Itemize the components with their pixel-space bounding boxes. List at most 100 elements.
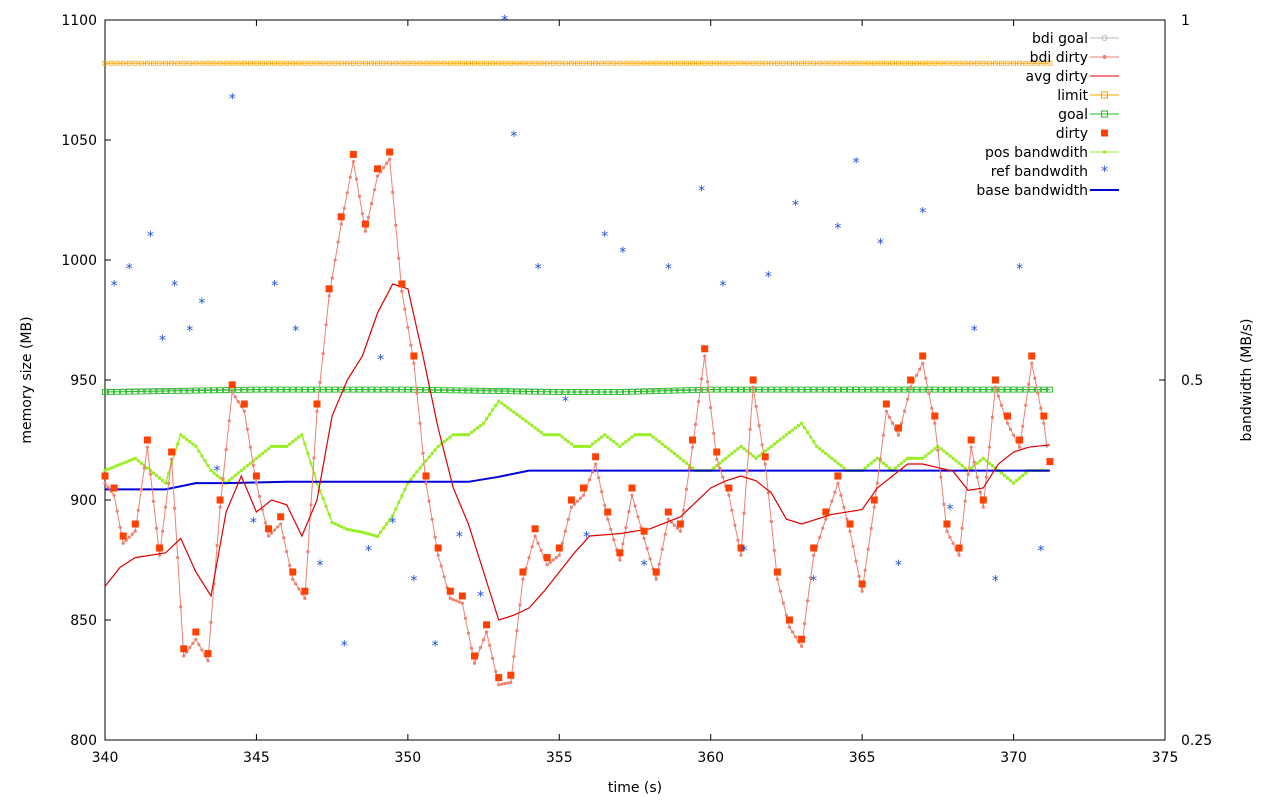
limit-marker	[157, 60, 162, 66]
dirty-marker	[543, 554, 551, 562]
limit-marker	[241, 60, 247, 66]
limit-marker	[151, 60, 156, 66]
limit-marker	[781, 60, 786, 66]
limit-marker	[890, 60, 895, 66]
limit-marker	[120, 60, 126, 66]
ref-bandwidth-marker: *	[853, 156, 860, 172]
dirty-marker	[192, 628, 200, 636]
limit-marker	[829, 60, 835, 66]
limit-marker	[229, 60, 235, 66]
limit-marker	[738, 60, 744, 66]
ref-bandwidth-marker: *	[535, 261, 542, 277]
ref-bandwidth-marker: *	[698, 184, 705, 200]
dirty-marker	[422, 472, 430, 480]
limit-marker	[774, 60, 780, 66]
ref-bandwidth-marker: *	[741, 544, 748, 560]
limit-marker	[375, 60, 380, 66]
ref-bandwidth-marker: *	[341, 638, 348, 654]
limit-marker	[538, 60, 544, 66]
limit-marker	[647, 60, 653, 66]
ref-bandwidth-marker: *	[186, 323, 193, 339]
limit-marker	[756, 60, 762, 66]
limit-marker	[520, 60, 526, 66]
limit-marker	[587, 60, 592, 66]
limit-marker	[496, 60, 502, 66]
limit-marker	[599, 60, 605, 66]
x-tick-label: 350	[394, 750, 421, 766]
dirty-marker	[483, 621, 491, 629]
limit-marker	[720, 60, 726, 66]
limit-marker	[659, 60, 665, 66]
legend-swatch-marker	[1101, 110, 1108, 118]
dirty-marker	[110, 484, 118, 492]
limit-marker	[447, 60, 453, 66]
limit-marker	[787, 60, 792, 66]
series-layer: * * * * * * * * * * * * * * * * * * * * * * * * * * * * * * * * * * * * * * * *…	[101, 13, 1054, 687]
dirty-marker	[325, 285, 333, 293]
ref-bandwidth-marker: *	[477, 589, 484, 605]
limit-marker	[841, 60, 847, 66]
ref-bandwidth-marker: *	[1037, 544, 1044, 560]
dirty-marker	[446, 587, 454, 595]
limit-marker	[696, 60, 701, 66]
legend-swatch-marker	[1103, 150, 1106, 154]
limit-marker	[962, 60, 968, 66]
dirty-marker	[580, 484, 588, 492]
limit-marker	[744, 60, 750, 66]
limit-marker	[671, 60, 677, 66]
dirty-marker	[101, 472, 109, 480]
dirty-marker	[228, 381, 236, 389]
limit-marker	[956, 60, 962, 66]
legend-swatch-marker	[1101, 35, 1108, 41]
limit-marker	[399, 60, 405, 66]
ref-bandwidth-marker: *	[792, 198, 799, 214]
limit-marker	[387, 60, 393, 66]
limit-marker	[768, 60, 774, 66]
limit-marker	[811, 60, 817, 66]
limit-marker	[490, 60, 496, 66]
dirty-marker	[1004, 412, 1012, 420]
dirty-marker	[604, 508, 612, 516]
limit-marker	[914, 60, 920, 66]
limit-marker	[944, 60, 950, 66]
limit-marker	[968, 60, 974, 66]
limit-marker	[993, 60, 998, 66]
legend-label: goal	[1058, 107, 1088, 123]
x-tick-label: 355	[546, 750, 573, 766]
ref-bandwidth-marker: *	[641, 558, 648, 574]
dirty-marker	[955, 544, 963, 552]
limit-marker	[623, 60, 629, 66]
limit-marker	[138, 60, 144, 66]
x-tick-label: 375	[1152, 750, 1179, 766]
legend-label: bdi goal	[1032, 31, 1088, 47]
ref-bandwidth-marker: *	[919, 206, 926, 222]
limit-marker	[999, 60, 1004, 66]
dirty-marker	[919, 352, 927, 360]
dirty-marker	[907, 376, 915, 384]
ref-bandwidth-marker: *	[432, 638, 439, 654]
ref-bandwidth-marker: *	[971, 323, 978, 339]
dirty-marker	[337, 213, 345, 221]
legend: bdi goal bdi dirty avg dirty limit goal dirty…	[976, 31, 1119, 199]
dirty-marker	[277, 513, 285, 521]
limit-marker	[484, 60, 490, 66]
dirty-marker	[1016, 436, 1024, 444]
limit-marker	[1011, 60, 1016, 66]
dirty-marker	[180, 645, 188, 653]
dirty-marker	[652, 568, 660, 576]
limit-marker	[217, 60, 223, 66]
ref-bandwidth-marker: *	[510, 129, 517, 145]
limit-marker	[653, 60, 659, 66]
y2-axis-label: bandwidth (MB/s)	[1239, 319, 1255, 442]
dirty-marker	[531, 525, 539, 533]
dirty-marker	[689, 436, 697, 444]
dirty-marker	[519, 568, 527, 576]
ref-bandwidth-marker: *	[126, 261, 133, 277]
ref-bandwidth-marker: *	[159, 333, 166, 349]
dirty-marker	[810, 544, 818, 552]
limit-marker	[902, 60, 907, 66]
dirty-marker	[301, 587, 309, 595]
dirty-marker	[1040, 412, 1048, 420]
ref-bandwidth-marker: *	[562, 394, 569, 410]
limit-marker	[974, 60, 980, 66]
